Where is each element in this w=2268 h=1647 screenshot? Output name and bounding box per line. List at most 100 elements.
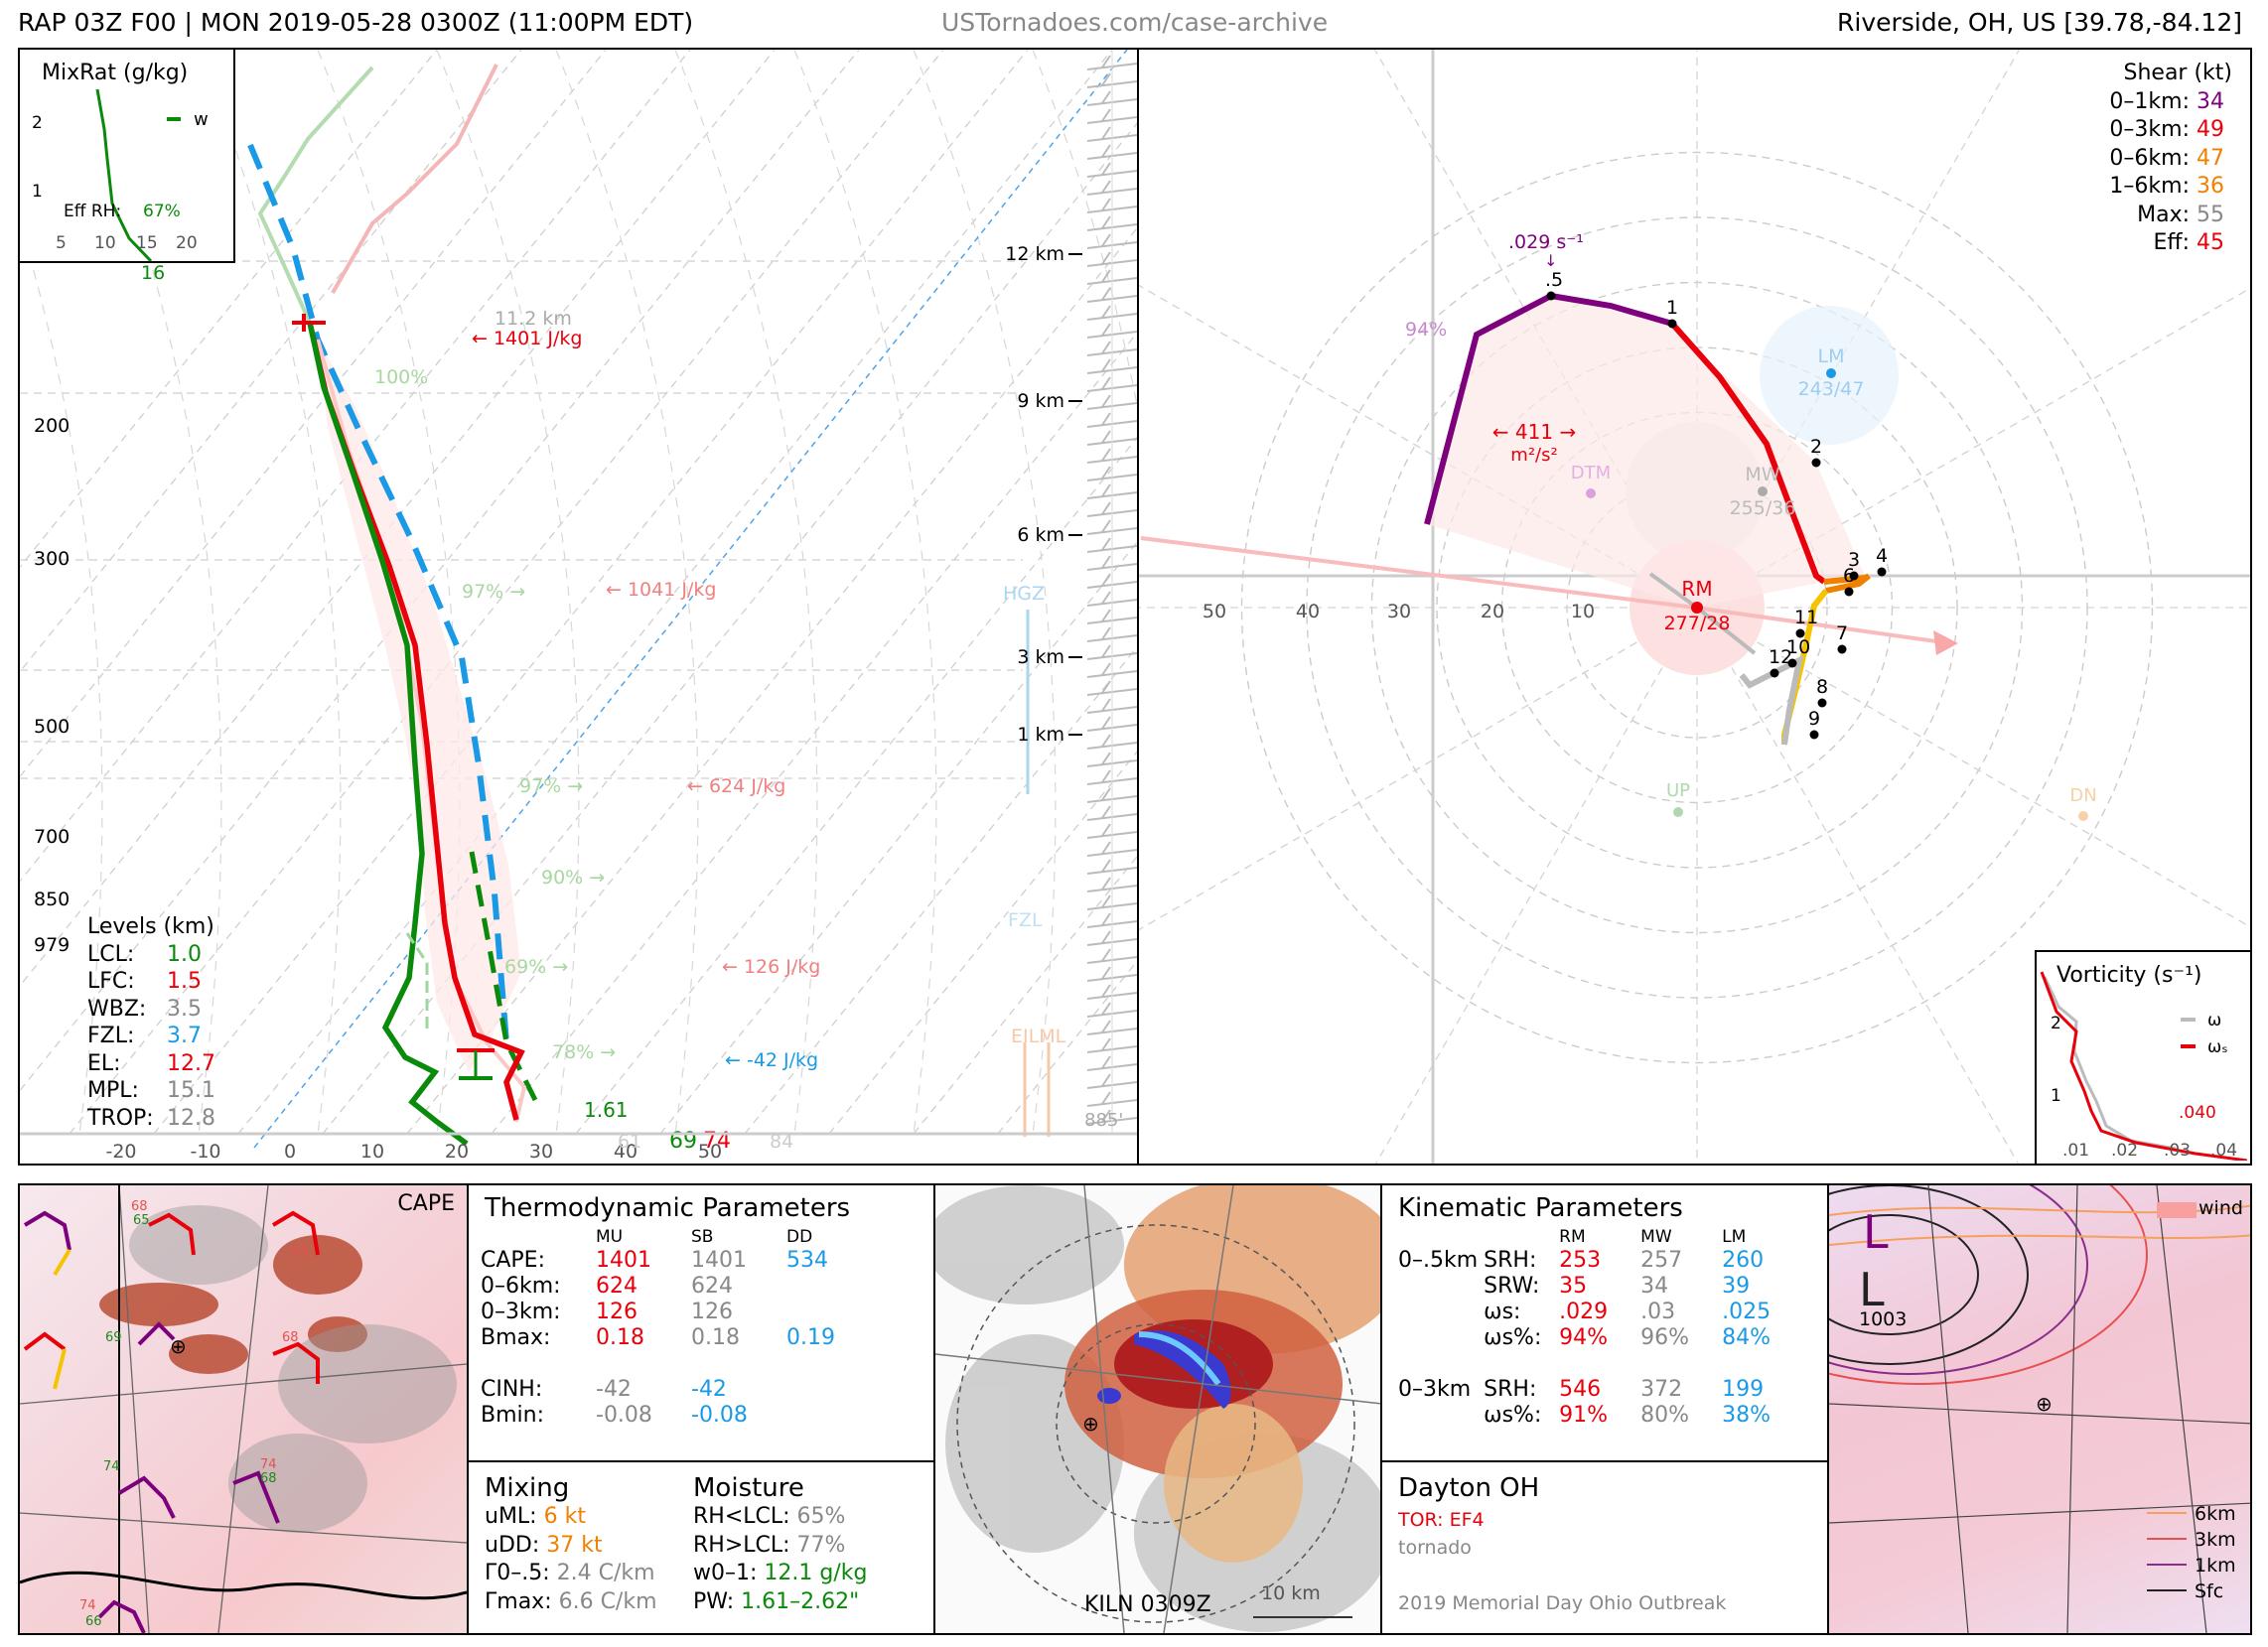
thermo-table-grid: MU SB DD CAPE: 1401 1401 534 0–6km: 624 624 0–3… [481,1227,841,1429]
isotherm-line [575,436,1137,1135]
thermo-row-name: CAPE: [481,1248,545,1273]
wind-barb-flag [1101,1055,1111,1069]
kin-col-lm: LM [1722,1227,1747,1247]
wind-barb-flag [1101,108,1111,122]
wind-barb-flag [1101,609,1111,622]
thermo-row: 0–6km: 624 624 [481,1274,841,1300]
hodo-height-point [1811,458,1821,468]
shear-row: 0–1km: 34 [2109,88,2232,117]
wind-barb-flag [1101,662,1111,676]
hodo-height-label: 8 [1816,676,1828,698]
kinematic-row: SRW: 35 34 39 [1398,1274,1776,1300]
cape-barb-label: 65 [133,1213,150,1228]
shear-row-value: 36 [2197,174,2224,199]
wind-barb-flag [1101,787,1111,801]
isotherm-line [406,226,1137,1135]
info-event: 2019 Memorial Day Ohio Outbreak [1398,1592,1727,1614]
bottom-panel: CAPE ⊕ 68 65 65 69 68 74 74 68 74 66 Thermodynami… [18,1183,2252,1635]
levels-row-name: LFC: [87,969,135,994]
wind-barb-flag [1101,912,1111,926]
kinematic-row-rm: .029 [1559,1300,1609,1324]
thermo-table: MU SB DD CAPE: 1401 1401 534 0–6km: 624 624 0–3… [481,1227,841,1429]
hodo-height-label: 9 [1808,708,1820,730]
shear-row-name: Max: [2137,202,2197,227]
kinematic-row-lm: 260 [1722,1248,1765,1273]
dtm-label: DTM [1571,463,1611,483]
kinematic-row: 0–.5km SRH: 253 257 260 [1398,1248,1776,1274]
moisture-row: w0–1: 12.1 g/kg [693,1560,867,1588]
thermo-col-mu: MU [596,1227,624,1247]
ring-label: 40 [1296,601,1320,622]
vorticity-inset: Vorticity (s⁻¹) ω ωₛ 2 1 .040 .01 .02 .0… [2035,950,2250,1164]
wind-barb-flag [1101,412,1111,426]
isotherm-line [153,50,1029,1135]
levels-row: EL: 12.7 [87,1050,215,1078]
mixing-row-value: 6 kt [543,1504,586,1529]
vort-xtick-01: .01 [2062,1141,2089,1161]
wind-barb-flag [1101,72,1111,86]
header-location: Riverside, OH, US [39.78,-84.12] [1837,8,2242,37]
wind-barb-flag [1101,555,1111,569]
shear-table: Shear (kt) 0–1km: 34 0–3km: 49 0–6km: 47 1–… [2109,60,2232,258]
pct-label: 94% [1405,319,1447,341]
mixrat-ytick-2: 2 [32,113,43,133]
pressure-tick: 700 [34,826,70,848]
thermo-row-sb: -42 [691,1377,727,1402]
kinematic-group [1398,1325,1484,1351]
el-height-label: 11.2 km [495,308,572,330]
wind-barb-flag [1101,1002,1111,1016]
wind-barb-flag [1101,519,1111,533]
thermo-row-mu: -42 [596,1377,632,1402]
moisture-title: Moisture [693,1473,804,1503]
mixing-row: Γ0–.5: 2.4 C/km [485,1560,657,1588]
dd-parcel-trace [469,851,539,1104]
vort-legend-omegas: ωₛ [2207,1037,2228,1057]
kinematic-row-mw: 34 [1640,1274,1669,1299]
effrh-label: Eff RH: [64,202,121,221]
hodo-height-point [1809,730,1819,740]
kinematic-row-mw: 372 [1640,1377,1683,1402]
wind-barb-flag [1101,376,1111,390]
isotherm-line [659,541,1137,1135]
kinematic-row-lm: 38% [1722,1403,1772,1428]
hodo-height-label: 1 [1666,297,1678,319]
wind-barb-flag [1101,483,1111,497]
isotherm-line [322,122,1137,1135]
wind-barb-flag [1101,180,1111,194]
mixrat-chart: MixRat (g/kg) w 2 1 Eff RH: 67% 5 10 15 … [32,61,209,263]
shear-row-value: 45 [2197,230,2224,255]
thermo-row-mu: 624 [596,1274,638,1299]
kinematic-table-grid: RM MW LM 0–.5km SRH: 253 257 260 SRW: 35 34 39 ωs… [1398,1227,1776,1429]
effrh-value: 67% [143,202,181,221]
wind-barb-flag [1101,1020,1111,1033]
height-tick: 6 km [1017,524,1064,546]
dry-adiabat [20,219,103,1135]
kinematic-row-rm: 91% [1559,1403,1609,1428]
cape-label-el: ← 1401 J/kg [472,328,582,349]
temperature-tick: -10 [190,1141,220,1163]
skewt-grid [20,50,1137,1135]
vort-annotation: .040 [2179,1103,2216,1123]
wind-barb-flag [1101,823,1111,837]
thermo-panel: Thermodynamic Parameters MU SB DD CAPE: 1… [467,1185,935,1633]
mixing-row: Γmax: 6.6 C/km [485,1588,657,1617]
levels-row: TROP: 12.8 [87,1105,215,1133]
kinematic-row-lm: 84% [1722,1325,1772,1350]
vort-legend-omega: ω [2207,1011,2221,1030]
shear-row-name: 1–6km: [2109,174,2197,199]
hodo-spoke [1696,607,2020,1164]
vorticity-arrow: ↓ [1544,251,1557,270]
hodo-height-label: 12 [1769,646,1792,668]
wind-barb-flag [1101,162,1111,176]
levels-row-value: 3.7 [167,1024,202,1048]
wind-barb-flag [1101,769,1111,783]
hodo-spoke [1374,607,1698,1164]
hodo-height-point [1546,291,1556,301]
temperature-tick: 30 [529,1141,553,1163]
kin-col-rm: RM [1559,1227,1586,1247]
pressure-axis: 200 300 500 700 850 979 [34,415,70,956]
wind-barb-flag [1101,90,1111,104]
hodo-height-point [1795,628,1805,638]
hodo-segment-1-3km [1669,322,1826,585]
